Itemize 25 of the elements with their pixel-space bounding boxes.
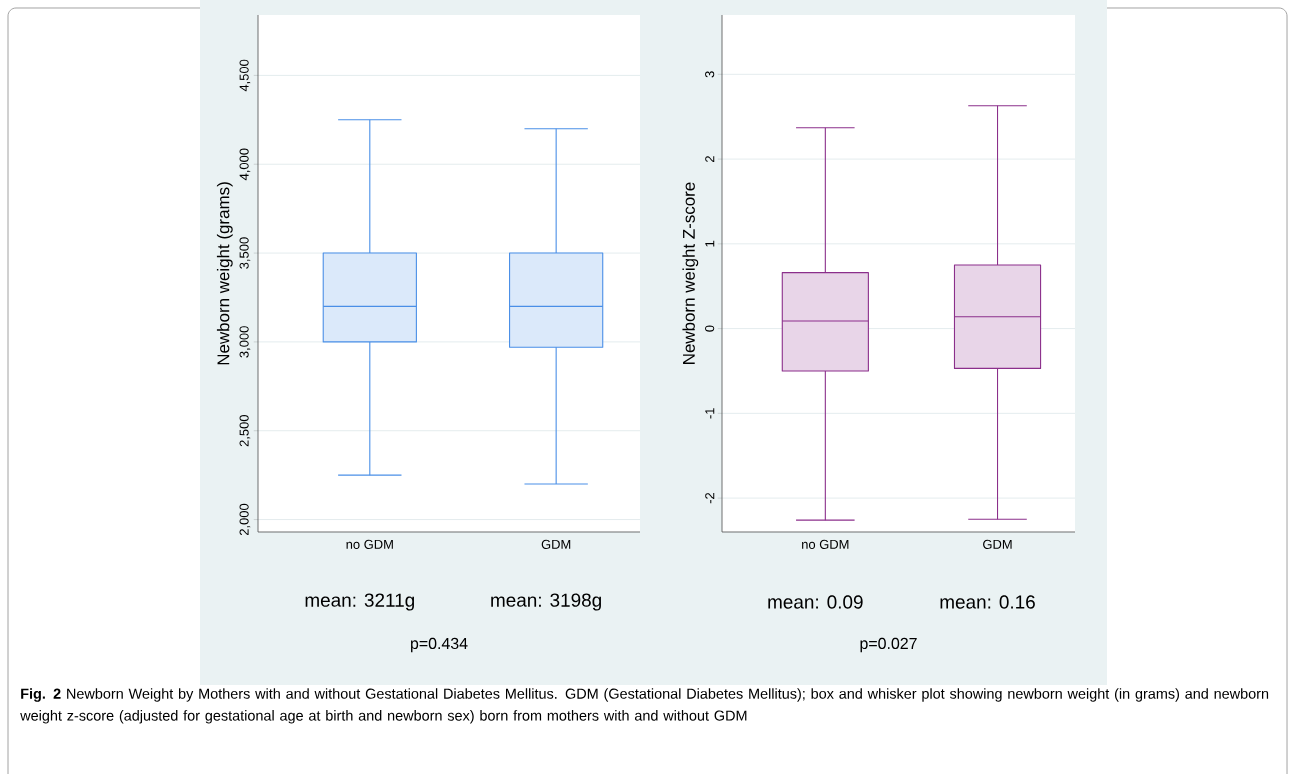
y-axis-title: Newborn weight Z-score xyxy=(682,182,699,364)
y-tick-label: 4,000 xyxy=(239,148,251,181)
y-tick-label: 3,000 xyxy=(239,326,251,358)
text: p=0.434 xyxy=(411,637,468,653)
x-tick-label: no GDM xyxy=(802,539,849,549)
x-tick-label: GDM xyxy=(983,539,1012,549)
y-tick-label: 2,000 xyxy=(239,503,251,536)
y-tick-label: 0 xyxy=(705,325,715,332)
y-tick-label: -2 xyxy=(705,492,715,504)
y-tick-label: -1 xyxy=(705,408,715,419)
text: mean: 0.16 xyxy=(940,595,1035,609)
y-tick-label: 3 xyxy=(705,71,715,78)
y-tick-label: 2 xyxy=(705,156,715,163)
text: mean: 3211g xyxy=(305,593,414,611)
text: p=0.027 xyxy=(860,637,917,653)
x-tick-label: no GDM xyxy=(346,539,393,549)
text: mean: 3198g xyxy=(491,593,601,611)
y-tick-label: 2,500 xyxy=(239,415,251,447)
x-tick-label: GDM xyxy=(541,539,571,549)
y-tick-label: 3,500 xyxy=(239,237,251,269)
y-axis-title: Newborn weight (grams) xyxy=(216,182,233,365)
text: Fig. 2 Newborn Weight by Mothers with and without Gestational Diabetes Mellitus. GDM (Gestational Diabetes Mellitus); box and whisker plot showing newborn weight (in grams) and newborn weight z-score (adjusted for gestational age at birth and newborn sex) born from mothers with and without GDM xyxy=(20,688,1269,724)
y-tick-label: 1 xyxy=(705,240,715,247)
y-tick-label: 4,500 xyxy=(239,59,251,92)
text: mean: 0.09 xyxy=(768,595,863,609)
